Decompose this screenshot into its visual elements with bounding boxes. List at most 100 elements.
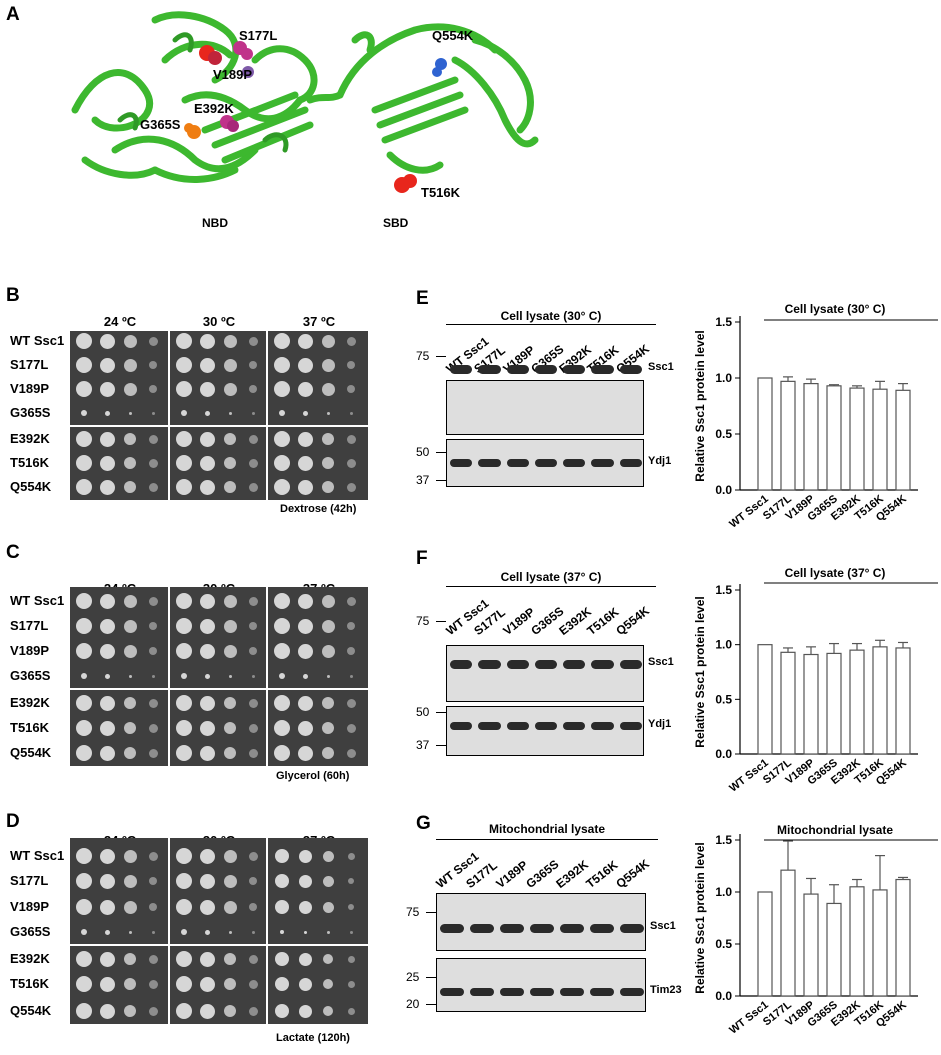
agar-plate-section xyxy=(268,427,368,500)
yeast-spot xyxy=(76,455,92,471)
blot-loading-control xyxy=(436,958,646,1012)
yeast-spot xyxy=(176,593,192,609)
panel-label-a: A xyxy=(6,4,20,25)
yeast-spot xyxy=(248,336,258,346)
yeast-spot xyxy=(176,720,192,736)
mutation-label-q554k: Q554K xyxy=(432,28,474,43)
domain-label-sbd: SBD xyxy=(383,216,409,230)
yeast-spot xyxy=(223,334,237,348)
mutation-label-s177l: S177L xyxy=(239,28,278,43)
yeast-spot xyxy=(274,479,290,495)
yeast-spot xyxy=(326,930,330,934)
yeast-spot xyxy=(297,643,313,659)
yeast-spot xyxy=(99,745,115,761)
mw-tick xyxy=(436,356,446,357)
yeast-spot xyxy=(123,874,137,888)
mw-marker: 50 xyxy=(416,705,430,719)
yeast-spot xyxy=(199,745,215,761)
yeast-spot xyxy=(249,361,257,369)
domain-label-nbd: NBD xyxy=(202,216,228,230)
yeast-spot xyxy=(326,674,330,678)
bar xyxy=(780,380,796,491)
y-tick-label: 0.0 xyxy=(715,747,732,761)
yeast-spot xyxy=(124,1005,136,1017)
yeast-spot xyxy=(274,695,290,711)
blot-protein-label: Ssc1 xyxy=(648,656,674,668)
bar xyxy=(826,385,842,491)
yeast-spot xyxy=(176,976,192,992)
yeast-spot xyxy=(346,723,356,733)
yeast-spot xyxy=(199,976,215,992)
yeast-spot xyxy=(322,901,334,913)
yeast-spot xyxy=(224,747,236,759)
yeast-spot xyxy=(176,873,192,889)
yeast-spot xyxy=(249,385,257,393)
panel-label-g: G xyxy=(416,813,431,834)
mutation-label-g365s: G365S xyxy=(140,117,181,132)
yeast-spot xyxy=(199,873,215,889)
yeast-spot xyxy=(248,723,258,733)
bar xyxy=(849,387,865,491)
yeast-spot xyxy=(76,618,92,634)
yeast-spot xyxy=(224,978,236,990)
agar-plate-section xyxy=(70,946,168,1024)
yeast-spot xyxy=(347,1007,355,1015)
yeast-spot xyxy=(248,954,258,964)
yeast-spot xyxy=(176,618,192,634)
yeast-spot xyxy=(249,903,257,911)
y-tick-label: 0.5 xyxy=(715,937,732,951)
yeast-spot xyxy=(274,431,290,447)
yeast-spot xyxy=(280,930,284,934)
yeast-spot xyxy=(321,358,335,372)
yeast-spot xyxy=(275,874,289,888)
yeast-spot xyxy=(124,697,136,709)
yeast-spot xyxy=(346,458,356,468)
protein-band xyxy=(470,924,494,933)
mutation-label-v189p: V189P xyxy=(213,67,253,82)
y-tick-label: 0.5 xyxy=(715,692,732,706)
yeast-spot xyxy=(321,382,335,396)
yeast-spot xyxy=(274,745,290,761)
mw-tick xyxy=(436,712,446,713)
yeast-spot xyxy=(148,851,158,861)
bar xyxy=(757,891,773,997)
yeast-spot xyxy=(346,748,356,758)
panel-label-f: F xyxy=(416,548,428,569)
yeast-spot xyxy=(99,643,115,659)
yeast-spot xyxy=(297,381,313,397)
blot-protein-label: Ssc1 xyxy=(648,361,674,373)
yeast-spot xyxy=(204,673,210,679)
yeast-spot xyxy=(124,747,136,759)
title-underline xyxy=(436,839,658,840)
yeast-spot xyxy=(199,593,215,609)
yeast-spot xyxy=(76,479,92,495)
yeast-spot xyxy=(348,904,354,910)
protein-band xyxy=(560,988,584,996)
yeast-spot xyxy=(297,431,313,447)
agar-plate-section xyxy=(170,427,266,500)
yeast-spot xyxy=(349,411,353,415)
yeast-spot xyxy=(297,593,313,609)
yeast-spot xyxy=(104,673,110,679)
yeast-spot xyxy=(224,953,236,965)
yeast-spot xyxy=(224,697,236,709)
yeast-spot xyxy=(128,674,132,678)
strain-label: S177L xyxy=(10,357,49,372)
yeast-spot xyxy=(176,1003,192,1019)
bar xyxy=(895,389,911,491)
yeast-spot xyxy=(279,410,285,416)
protein-band xyxy=(620,988,644,996)
yeast-spot xyxy=(149,385,157,393)
yeast-spot xyxy=(297,745,313,761)
mutation-label-e392k: E392K xyxy=(194,101,234,116)
bar xyxy=(803,653,819,755)
yeast-spot xyxy=(347,385,355,393)
protein-band xyxy=(591,660,614,669)
yeast-spot xyxy=(346,596,356,606)
yeast-spot xyxy=(248,434,258,444)
y-tick-label: 1.0 xyxy=(715,885,732,899)
yeast-spot xyxy=(104,929,110,935)
yeast-spot xyxy=(176,357,192,373)
yeast-spot xyxy=(176,695,192,711)
yeast-spot xyxy=(248,596,258,606)
